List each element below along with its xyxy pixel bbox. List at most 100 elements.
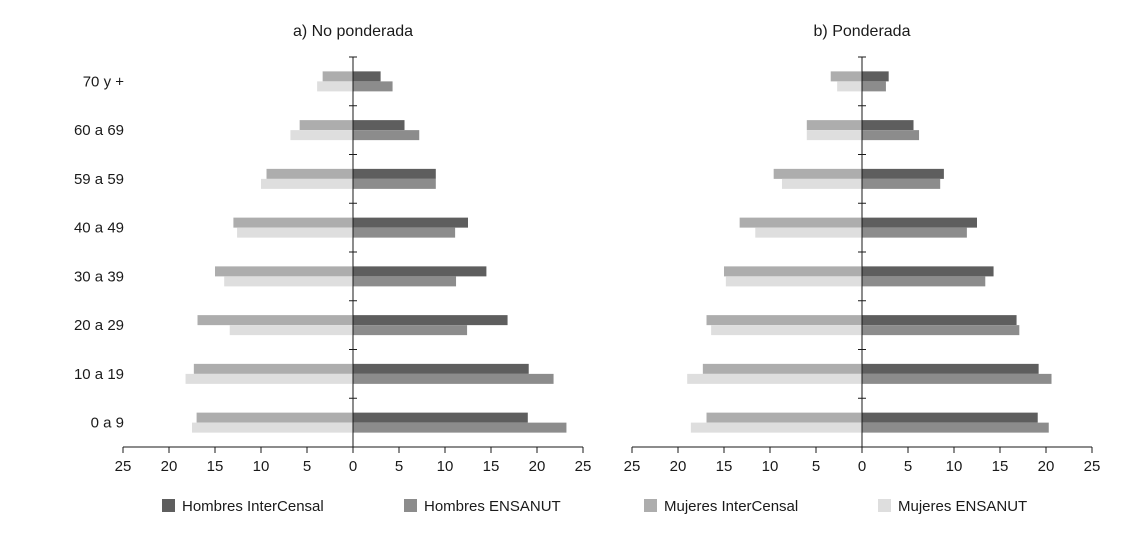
bar-hombres-intercensal-70-y-plus [353, 71, 381, 82]
bar-mujeres-intercensal-0-a-9 [706, 412, 862, 423]
bar-mujeres-ensanut-60-a-69 [290, 130, 353, 141]
bar-hombres-ensanut-70-y-plus [353, 81, 393, 92]
bar-hombres-ensanut-70-y-plus [862, 81, 886, 92]
bar-hombres-intercensal-0-a-9 [862, 412, 1038, 423]
legend-swatch-hombres-ensanut [404, 499, 417, 512]
bar-mujeres-intercensal-60-a-69 [299, 120, 353, 131]
legend-label-hombres-ensanut: Hombres ENSANUT [424, 498, 561, 515]
x-tick-label: 15 [992, 458, 1009, 475]
panel-no-ponderada: a) No ponderada 25 20 15 10 5 0 5 10 15 20 25 0 a 9… [74, 23, 591, 475]
legend-label-mujeres-intercensal: Mujeres InterCensal [664, 498, 798, 515]
x-tick-label: 0 [349, 458, 357, 475]
bar-mujeres-intercensal-10-a-19 [702, 363, 862, 374]
category-label-59-a-59: 59 a 59 [74, 171, 124, 188]
x-tick-label: 5 [812, 458, 820, 475]
x-tick-label: 5 [904, 458, 912, 475]
legend: Hombres InterCensal Hombres ENSANUT Muje… [162, 498, 1027, 515]
bar-mujeres-intercensal-0-a-9 [196, 412, 353, 423]
x-tick-label: 10 [253, 458, 270, 475]
legend-swatch-mujeres-intercensal [644, 499, 657, 512]
bar-mujeres-intercensal-20-a-29 [706, 315, 862, 326]
bar-mujeres-ensanut-30-a-39 [725, 276, 862, 287]
bar-mujeres-intercensal-59-a-59 [773, 168, 862, 179]
x-tick-label: 25 [1084, 458, 1101, 475]
bar-mujeres-intercensal-40-a-49 [739, 217, 862, 228]
bar-hombres-ensanut-59-a-59 [353, 178, 436, 189]
bar-hombres-intercensal-20-a-29 [353, 315, 508, 326]
bar-hombres-ensanut-40-a-49 [862, 227, 967, 238]
bar-mujeres-ensanut-20-a-29 [711, 325, 862, 336]
x-tick-label: 20 [161, 458, 178, 475]
legend-swatch-hombres-intercensal [162, 499, 175, 512]
legend-swatch-mujeres-ensanut [878, 499, 891, 512]
bar-mujeres-ensanut-60-a-69 [806, 130, 862, 141]
category-label-70-y-plus: 70 y + [83, 73, 125, 90]
bar-mujeres-ensanut-70-y-plus [837, 81, 862, 92]
legend-label-hombres-intercensal: Hombres InterCensal [182, 498, 324, 515]
bar-hombres-intercensal-40-a-49 [353, 217, 468, 228]
bar-mujeres-intercensal-60-a-69 [806, 120, 862, 131]
bar-hombres-ensanut-20-a-29 [353, 325, 468, 336]
x-tick-label: 20 [1038, 458, 1055, 475]
bar-mujeres-ensanut-40-a-49 [237, 227, 353, 238]
bar-hombres-ensanut-20-a-29 [862, 325, 1020, 336]
bar-hombres-ensanut-10-a-19 [353, 373, 554, 384]
panel-title-ponderada: b) Ponderada [814, 23, 911, 40]
category-label-60-a-69: 60 a 69 [74, 122, 124, 139]
bar-mujeres-ensanut-0-a-9 [192, 422, 353, 433]
bar-mujeres-ensanut-10-a-19 [185, 373, 353, 384]
bar-mujeres-ensanut-59-a-59 [261, 178, 353, 189]
category-label-0-a-9: 0 a 9 [91, 415, 124, 432]
bar-hombres-intercensal-0-a-9 [353, 412, 528, 423]
bar-hombres-ensanut-10-a-19 [862, 373, 1052, 384]
bar-hombres-intercensal-10-a-19 [353, 363, 529, 374]
bar-hombres-intercensal-70-y-plus [862, 71, 889, 82]
bar-mujeres-intercensal-10-a-19 [193, 363, 353, 374]
bar-hombres-ensanut-59-a-59 [862, 178, 941, 189]
bar-mujeres-intercensal-40-a-49 [233, 217, 353, 228]
bar-hombres-intercensal-59-a-59 [353, 168, 436, 179]
category-label-40-a-49: 40 a 49 [74, 220, 124, 237]
x-tick-label: 10 [762, 458, 779, 475]
x-tick-label: 0 [858, 458, 866, 475]
bar-mujeres-ensanut-70-y-plus [317, 81, 353, 92]
bar-mujeres-ensanut-40-a-49 [755, 227, 862, 238]
bar-hombres-ensanut-40-a-49 [353, 227, 456, 238]
bar-hombres-intercensal-30-a-39 [353, 266, 487, 277]
bar-hombres-intercensal-60-a-69 [862, 120, 914, 131]
bar-hombres-intercensal-40-a-49 [862, 217, 977, 228]
x-tick-label: 5 [303, 458, 311, 475]
x-tick-label: 25 [575, 458, 592, 475]
bar-mujeres-intercensal-30-a-39 [724, 266, 862, 277]
x-tick-label: 25 [115, 458, 132, 475]
bar-hombres-ensanut-60-a-69 [353, 130, 420, 141]
bar-mujeres-ensanut-0-a-9 [690, 422, 862, 433]
category-label-10-a-19: 10 a 19 [74, 366, 124, 383]
legend-label-mujeres-ensanut: Mujeres ENSANUT [898, 498, 1027, 515]
panel-ponderada: b) Ponderada 25 20 15 10 5 0 5 10 15 20 25 [624, 23, 1101, 475]
bar-mujeres-ensanut-10-a-19 [687, 373, 862, 384]
bar-hombres-intercensal-59-a-59 [862, 168, 944, 179]
bar-hombres-ensanut-30-a-39 [862, 276, 986, 287]
bar-hombres-intercensal-10-a-19 [862, 363, 1039, 374]
panel-title-no-ponderada: a) No ponderada [293, 23, 413, 40]
bar-mujeres-intercensal-70-y-plus [830, 71, 862, 82]
bar-hombres-ensanut-0-a-9 [353, 422, 567, 433]
x-tick-label: 20 [670, 458, 687, 475]
bar-hombres-intercensal-60-a-69 [353, 120, 405, 131]
bar-mujeres-ensanut-20-a-29 [229, 325, 353, 336]
x-tick-label: 15 [207, 458, 224, 475]
bar-hombres-intercensal-30-a-39 [862, 266, 994, 277]
bar-hombres-ensanut-0-a-9 [862, 422, 1049, 433]
bar-mujeres-ensanut-59-a-59 [781, 178, 862, 189]
x-tick-label: 15 [716, 458, 733, 475]
x-tick-label: 20 [529, 458, 546, 475]
x-tick-label: 5 [395, 458, 403, 475]
bar-hombres-intercensal-20-a-29 [862, 315, 1017, 326]
x-tick-label: 25 [624, 458, 641, 475]
bar-mujeres-intercensal-30-a-39 [215, 266, 353, 277]
category-label-30-a-39: 30 a 39 [74, 268, 124, 285]
bar-mujeres-ensanut-30-a-39 [224, 276, 353, 287]
